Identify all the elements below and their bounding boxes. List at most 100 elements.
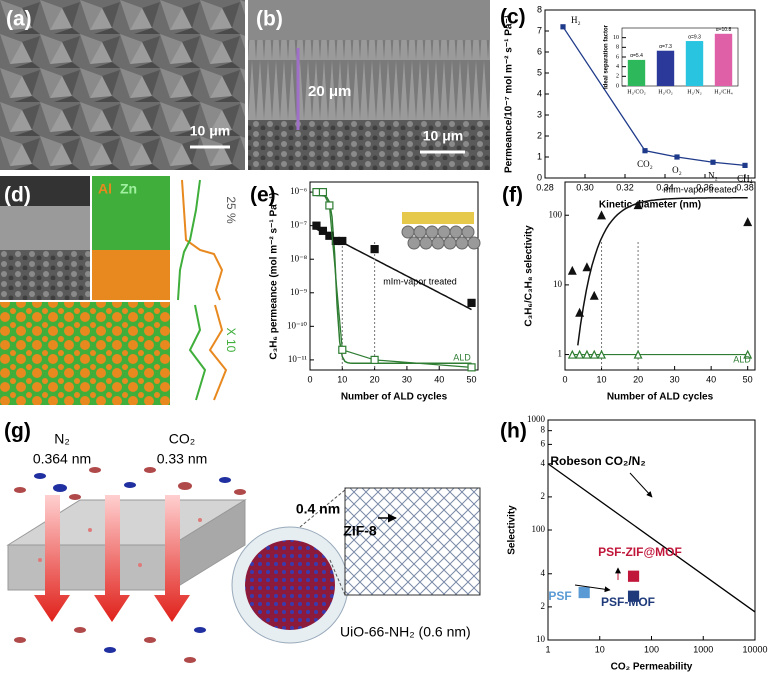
x-tick-label: 10 (597, 374, 607, 384)
sem-film (248, 40, 490, 120)
x-tick-label: 0.38 (736, 182, 754, 192)
ald-layer (402, 212, 474, 224)
y-tick-label: 100 (549, 209, 563, 219)
marker (589, 290, 599, 300)
marker (633, 349, 643, 359)
x-axis-label: CO₂ Permeability (611, 662, 693, 673)
profile-line (181, 179, 224, 301)
y-tick-label: 2 (541, 491, 546, 501)
bar (627, 59, 646, 86)
bar (656, 50, 675, 86)
marker (575, 349, 585, 359)
sem-support (248, 120, 490, 170)
y-tick-label: 1000 (527, 414, 546, 424)
atom (455, 236, 469, 250)
point-label: O₂ (672, 165, 682, 175)
atom (407, 236, 421, 250)
x-tick-label: 30 (670, 374, 680, 384)
series-label: PSF (548, 589, 571, 603)
marker (627, 590, 640, 602)
y-tick-label: 10⁻⁷ (290, 220, 307, 230)
x-tick-label: H₂/N₂ (687, 89, 702, 95)
y-tick-label: 10⁻⁹ (290, 287, 307, 297)
thickness-text: 20 μm (308, 83, 351, 100)
y-tick-label: 4 (537, 88, 542, 98)
y-tick-label: 6 (616, 54, 619, 60)
atom (437, 225, 451, 239)
scale-text: 10 μm (190, 123, 230, 139)
panel-label: (b) (256, 8, 283, 31)
marker (674, 154, 680, 160)
marker (575, 307, 585, 317)
x-tick-label: 20 (633, 374, 643, 384)
x-tick-label: 40 (706, 374, 716, 384)
x-tick-label: H₂/CO₂ (627, 89, 646, 95)
y-tick-label: 100 (532, 524, 546, 534)
point-label: CO₂ (637, 159, 653, 169)
marker (743, 217, 753, 227)
x-tick-label: 10 (337, 374, 347, 384)
y-tick-label: 6 (537, 46, 542, 56)
core-label: UiO-66-NH₂ (0.6 nm) (340, 624, 471, 640)
y-tick-label: 4 (541, 458, 546, 468)
profile-scale: X 10 (224, 328, 238, 353)
y-tick-label: 1 (558, 349, 563, 359)
aperture-label: 0.4 nm (296, 501, 340, 517)
point-label: CH₄ (737, 173, 753, 183)
x-tick-label: 30 (402, 374, 412, 384)
panel-label: (a) (6, 8, 32, 31)
y-axis-label: Selectivity (507, 505, 518, 555)
marker (597, 349, 607, 359)
value-label: α=10.8 (716, 27, 732, 33)
gas-label: CO₂ (169, 431, 195, 447)
y-tick-label: 8 (541, 425, 546, 435)
x-tick-label: H₂/O₂ (658, 89, 673, 95)
x-axis-label: Number of ALD cycles (341, 392, 448, 403)
y-tick-label: 3 (537, 109, 542, 119)
marker (370, 355, 379, 364)
x-tick-label: 50 (743, 374, 753, 384)
marker (560, 24, 566, 30)
marker (743, 349, 753, 359)
x-tick-label: 0.34 (656, 182, 674, 192)
marker (312, 221, 321, 230)
atom (425, 225, 439, 239)
x-tick-label: H₂/CH₄ (714, 89, 733, 95)
y-tick-label: 10⁻¹⁰ (287, 320, 307, 330)
y-tick-label: 10⁻⁸ (290, 253, 307, 263)
panel-label: (e) (250, 184, 276, 207)
tem-top (0, 176, 90, 206)
x-tick-label: 0.28 (536, 182, 554, 192)
marker (710, 159, 716, 165)
x-tick-label: 10 (595, 644, 605, 654)
marker (578, 586, 590, 599)
atom (401, 225, 415, 239)
panel-label: (d) (4, 184, 31, 207)
series-label: ALD (453, 352, 471, 362)
marker (642, 148, 648, 154)
annotation-arrow (574, 584, 611, 593)
x-tick-label: 0 (307, 374, 312, 384)
x-tick-label: 40 (434, 374, 444, 384)
value-label: α=5.4 (630, 53, 643, 59)
panel-label: (h) (500, 420, 527, 443)
point-label: H₂ (571, 15, 581, 25)
marker (633, 200, 643, 210)
y-tick-label: 2 (541, 601, 546, 611)
marker (467, 363, 476, 372)
panel-label: (c) (500, 6, 526, 29)
sem-image (0, 0, 245, 170)
x-tick-label: 50 (467, 374, 477, 384)
series-line (547, 463, 756, 613)
y-axis-label: Ideal separation factor (604, 24, 610, 89)
y-tick-label: 4 (616, 64, 619, 70)
profile-line (177, 179, 201, 301)
marker (338, 345, 347, 354)
y-tick-label: 0 (537, 172, 542, 182)
atom (413, 225, 427, 239)
y-tick-label: 6 (541, 438, 546, 448)
value-label: α=7.3 (659, 44, 672, 50)
y-tick-label: 10 (536, 634, 546, 644)
x-tick-label: 10000 (742, 644, 767, 654)
